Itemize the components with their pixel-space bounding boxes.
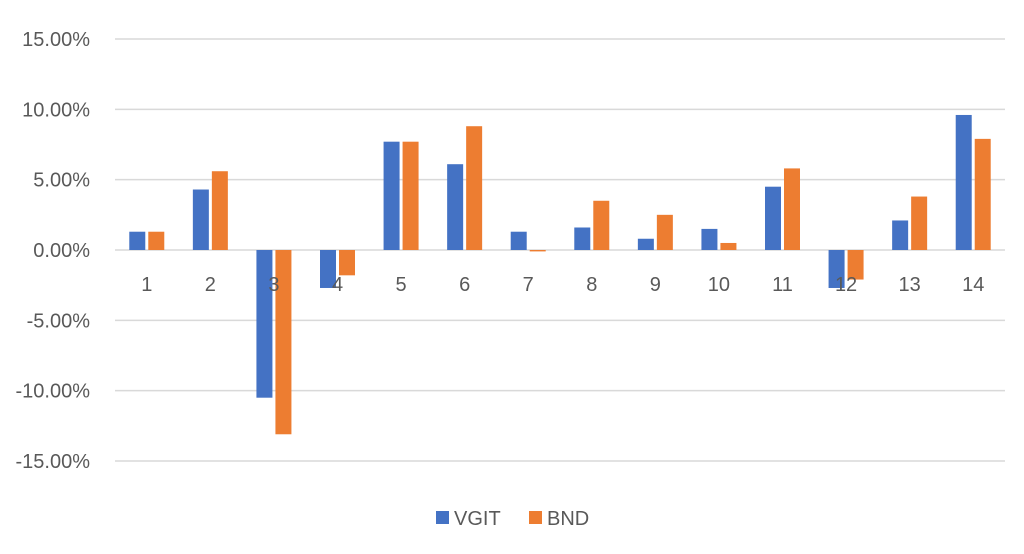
bar-vgit-11	[765, 186, 781, 250]
y-tick-label: -15.00%	[16, 451, 91, 473]
bar-vgit-5	[383, 141, 400, 250]
y-tick-label: -5.00%	[27, 310, 91, 332]
bar-bnd-8	[593, 200, 610, 250]
bar-vgit-9	[637, 238, 654, 250]
bar-bnd-3	[275, 250, 292, 435]
bar-bnd-11	[784, 168, 800, 250]
bar-vgit-10	[701, 228, 718, 250]
x-tick-label: 10	[708, 274, 730, 296]
y-tick-label: -10.00%	[16, 381, 91, 403]
x-tick-label: 11	[772, 274, 793, 296]
bar-vgit-3	[256, 250, 273, 398]
x-tick-label: 7	[523, 274, 534, 296]
legend-label-vgit: VGIT	[454, 508, 501, 530]
bar-vgit-2	[192, 189, 209, 250]
bar-vgit-13	[892, 220, 909, 250]
legend-swatch-bnd	[529, 511, 542, 524]
bar-vgit-14	[955, 114, 972, 251]
y-axis-tick-labels: 15.00% 10.00% 5.00% 0.00% -5.00% -10.00% -15.0…	[16, 29, 91, 473]
x-tick-label: 8	[586, 274, 597, 296]
bar-bnd-14	[974, 138, 991, 250]
x-tick-label: 14	[962, 274, 984, 296]
bar-bnd-13	[911, 196, 928, 250]
bar-bnd-7	[529, 250, 546, 252]
x-tick-label: 12	[835, 274, 857, 296]
bar-vgit-4	[320, 250, 336, 288]
bars	[129, 114, 991, 435]
x-tick-label: 2	[205, 274, 216, 296]
bar-bnd-5	[402, 141, 419, 250]
legend-label-bnd: BND	[547, 508, 589, 530]
legend: VGIT BND	[436, 508, 589, 530]
x-tick-label: 13	[899, 274, 921, 296]
y-tick-label: 15.00%	[22, 29, 90, 51]
y-tick-label: 0.00%	[33, 240, 90, 262]
bar-bnd-12	[847, 250, 864, 280]
x-tick-label: 3	[268, 274, 279, 296]
x-tick-label: 4	[332, 274, 343, 296]
bar-vgit-6	[447, 164, 464, 250]
bar-bnd-9	[656, 214, 673, 250]
bar-bnd-2	[211, 171, 228, 250]
bar-bnd-4	[339, 250, 355, 276]
bar-bnd-6	[466, 126, 483, 250]
x-axis-tick-labels: 1 2 3 4 5 6 7 8 9 10 11 12 13 14	[141, 274, 984, 296]
x-tick-label: 6	[459, 274, 470, 296]
bar-vgit-1	[129, 231, 146, 250]
y-tick-label: 10.00%	[22, 99, 90, 121]
bar-bnd-1	[148, 231, 165, 250]
x-tick-label: 5	[396, 274, 407, 296]
bar-bnd-10	[720, 242, 737, 250]
bar-vgit-8	[574, 227, 591, 250]
x-tick-label: 9	[650, 274, 661, 296]
x-tick-label: 1	[141, 274, 152, 296]
bar-vgit-7	[510, 231, 527, 250]
bar-vgit-12	[828, 250, 845, 288]
y-tick-label: 5.00%	[33, 170, 90, 192]
gridlines	[115, 38, 1005, 462]
legend-swatch-vgit	[436, 511, 449, 524]
